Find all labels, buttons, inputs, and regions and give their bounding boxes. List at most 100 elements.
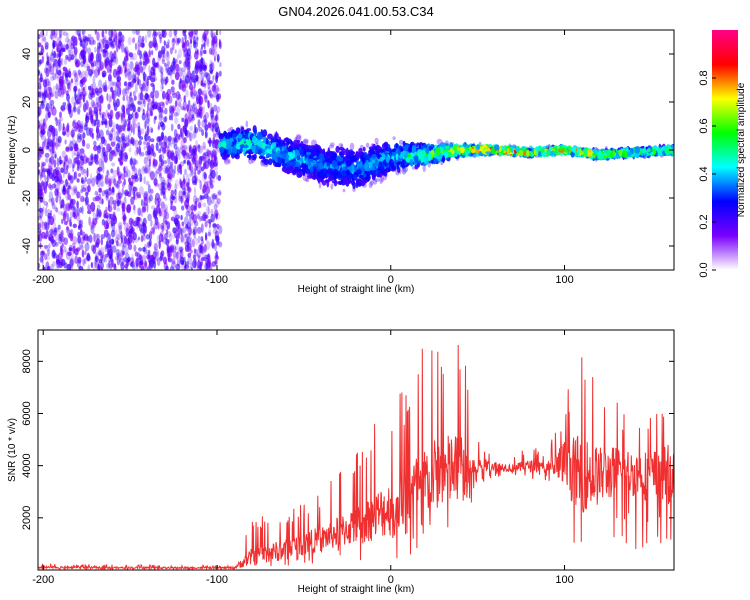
spectrogram-cell <box>171 65 176 75</box>
spectrogram-cell <box>100 261 104 270</box>
spectrogram-cell <box>161 122 166 131</box>
spectrogram-cell <box>201 252 206 261</box>
spectrogram-cell <box>160 78 163 83</box>
spectrogram-cell <box>87 184 91 193</box>
spectrogram-cell <box>123 165 128 173</box>
spectrogram-cell <box>141 53 146 61</box>
spectrogram-cell <box>157 105 162 113</box>
spectrogram-cell <box>49 229 54 235</box>
spectrogram-cell <box>95 159 99 165</box>
spectrogram-cell <box>39 198 43 203</box>
spectrogram-cell <box>44 67 48 74</box>
spectrogram-cell <box>55 241 59 247</box>
spectrogram-cell <box>183 145 188 150</box>
spectrogram-cell <box>46 52 49 60</box>
spectrogram-cell <box>215 194 218 200</box>
spectrogram-cell <box>158 113 163 122</box>
spectrogram-cell <box>215 40 218 48</box>
spectrogram-cell <box>67 157 72 165</box>
spectrogram-cell <box>107 103 111 110</box>
spectrogram-cell <box>107 222 113 229</box>
spectrogram-cell <box>130 74 136 83</box>
spectrogram-cell <box>202 184 207 194</box>
spectrogram-cell <box>38 106 42 116</box>
spectrogram-cell <box>110 141 116 147</box>
spectrogram-cell <box>145 249 151 255</box>
spectrogram-cell <box>50 52 54 57</box>
spectrogram-cell <box>60 105 66 111</box>
spectrogram-cell <box>197 119 201 128</box>
spectrogram-cell <box>139 229 144 235</box>
spectrogram-cell <box>192 229 195 237</box>
spectrogram-cell <box>142 217 147 227</box>
spectrogram-cell <box>132 117 136 127</box>
spectrogram-cell <box>73 213 78 220</box>
spectrogram-cell <box>216 53 220 63</box>
spectrogram-cell <box>132 232 137 241</box>
spectrogram-cell <box>55 138 60 143</box>
spectrogram-cell <box>150 170 155 181</box>
spectrogram-cell <box>55 83 59 91</box>
spectrogram-cell <box>184 244 190 252</box>
spectrogram-cell <box>219 30 222 36</box>
spectrogram-cell <box>158 136 162 142</box>
spectrogram-cell <box>103 35 107 43</box>
spectrogram-cell <box>78 240 84 250</box>
spectrogram-cell <box>189 161 192 171</box>
spectrogram-cell <box>164 78 168 86</box>
spectrogram-cell <box>161 134 164 141</box>
spectrogram-cell <box>71 127 74 138</box>
spectrogram-cell <box>149 188 154 194</box>
spectrogram-cell <box>78 33 82 41</box>
spectrogram-cell <box>38 262 41 269</box>
spectrogram-cell <box>102 111 106 120</box>
spectrogram-cell <box>196 49 199 55</box>
spectrogram-cell <box>115 98 120 108</box>
spectrogram-cell <box>192 229 196 236</box>
spectrogram-cell <box>58 155 62 166</box>
spectrogram-cell <box>68 247 73 252</box>
spectrogram-cell <box>189 162 194 173</box>
spectrogram-cell <box>245 120 249 128</box>
spectrogram-cell <box>186 155 191 160</box>
spectrogram-cell <box>51 91 54 97</box>
spectrogram-cell <box>67 251 72 256</box>
spectrogram-cell <box>41 141 45 150</box>
spectrogram-cell <box>159 173 162 178</box>
spectrogram-cell <box>214 139 220 150</box>
spectrogram-cell <box>106 195 109 202</box>
spectrogram-cell <box>80 195 85 203</box>
spectrogram-cell <box>104 150 108 157</box>
spectrogram-cell <box>165 100 169 106</box>
spectrogram-cell <box>161 78 164 86</box>
spectrogram-cell <box>129 184 135 193</box>
spectrogram-cell <box>64 155 68 166</box>
spectrogram-cell <box>173 143 178 150</box>
spectrogram-cell <box>161 55 166 63</box>
spectrogram-cell <box>89 130 93 138</box>
spectrogram-cell <box>338 143 343 147</box>
spectrogram-cell <box>42 79 47 85</box>
spectrogram-cell <box>124 252 130 260</box>
spectrogram-cell <box>150 138 155 143</box>
spectrogram-cell <box>125 261 129 270</box>
spectrogram-cell <box>95 233 99 240</box>
spectrogram-cell <box>105 51 109 56</box>
spectrogram-cell <box>113 136 116 145</box>
spectrogram-cell <box>213 150 217 160</box>
spectrogram-cell <box>166 41 170 49</box>
spectrogram-cell <box>145 234 150 240</box>
spectrogram-cell <box>140 152 145 157</box>
spectrogram-cell <box>158 65 163 73</box>
spectrogram-cell <box>161 225 165 232</box>
spectrogram-cell <box>113 37 116 43</box>
spectrogram-cell <box>126 207 131 212</box>
spectrogram-cell <box>102 38 105 49</box>
spectrogram-cell <box>59 196 62 206</box>
spectrogram-cell <box>117 64 121 74</box>
spectrogram-cell <box>45 93 49 99</box>
spectrogram-cell <box>46 265 51 270</box>
spectrogram-cell <box>48 147 52 152</box>
spectrogram-cell <box>191 70 195 81</box>
spectrogram-cell <box>57 87 62 97</box>
